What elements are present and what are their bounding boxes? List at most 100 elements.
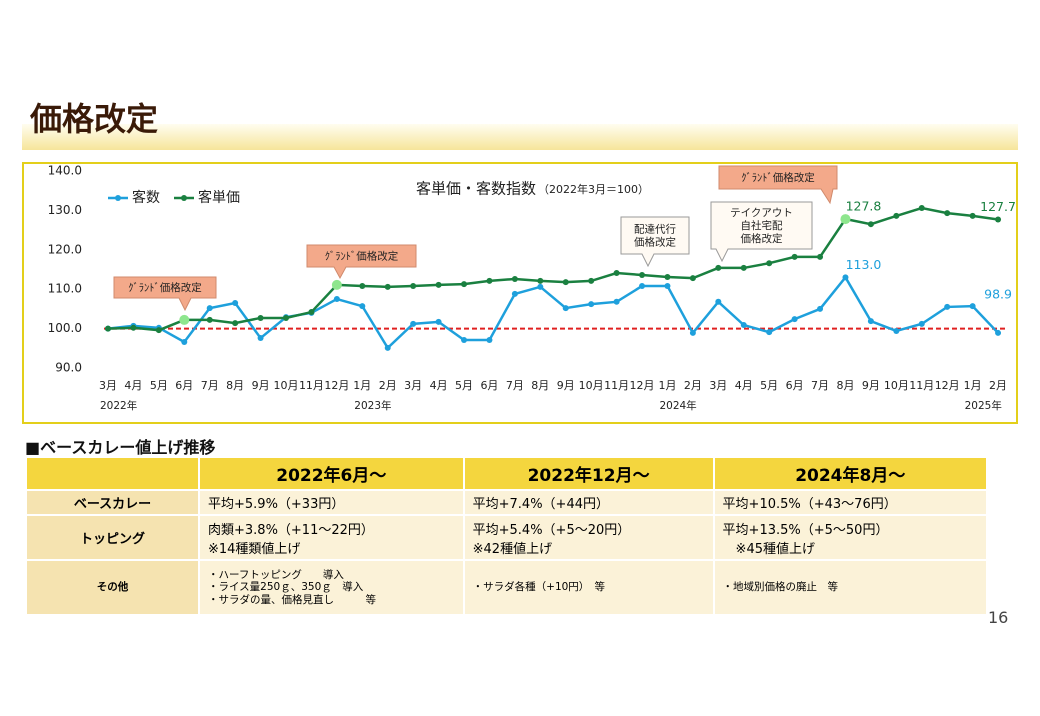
y-tick-label: 130.0 [48,203,82,217]
y-tick-label: 120.0 [48,242,82,256]
x-tick-label: 6月 [786,379,804,392]
data-point [893,327,900,334]
data-point [384,283,391,290]
x-group-label: 2025年 [965,399,1002,412]
data-point [333,296,340,303]
data-point [206,305,213,312]
data-point [715,264,722,271]
data-point [588,277,595,284]
x-tick-label: 8月 [836,379,854,392]
table-cell: 平均+10.5%（+43～76円） [712,489,989,516]
x-tick-label: 9月 [862,379,880,392]
x-tick-label: 10月 [274,379,299,392]
data-point [359,303,366,310]
x-tick-label: 8月 [226,379,244,392]
x-tick-label: 7月 [811,379,829,392]
data-point [766,260,773,267]
x-tick-label: 12月 [324,379,349,392]
chart-title: 客単価・客数指数 [416,180,536,198]
x-tick-label: 2月 [684,379,702,392]
data-point [664,273,671,280]
data-point [613,270,620,277]
data-point [331,279,342,290]
x-tick-label: 5月 [760,379,778,392]
data-point [817,305,824,312]
data-point [283,314,290,321]
header-cell: 2024年8月～ [712,456,989,491]
data-point [639,283,646,290]
x-group-label: 2023年 [354,399,391,412]
table-cell: 肉類+3.8%（+11～22円） ※14種類値上げ [198,514,465,561]
table-cell: ・サラダ各種（+10円） 等 [462,559,715,616]
x-tick-label: 12月 [630,379,655,392]
data-label: 127.7 [980,199,1016,214]
data-point [537,277,544,284]
data-point [893,212,900,219]
data-point [257,314,264,321]
x-tick-label: 2月 [379,379,397,392]
x-tick-label: 6月 [175,379,193,392]
chart-subtitle: （2022年3月＝100） [538,182,649,196]
data-point [969,212,976,219]
data-point [130,324,137,331]
data-point [105,325,111,332]
x-tick-label: 11月 [299,379,324,392]
x-tick-label: 3月 [709,379,727,392]
data-point [410,320,417,327]
data-point [791,253,798,260]
callout-box [113,276,217,312]
price-table: 2022年6月～ 2022年12月～ 2024年8月～ ベースカレー 平均+5.9%（+… [25,456,989,616]
data-point [791,316,798,323]
data-point [613,298,620,305]
data-point [639,272,646,279]
callout-box [306,244,417,280]
x-tick-label: 2月 [989,379,1007,392]
x-tick-label: 4月 [430,379,448,392]
annotation-text: 配達代行 [634,223,676,236]
row-label: トッピング [25,514,200,561]
data-point [511,275,518,282]
annotation-text: 価格改定 [741,232,783,245]
legend-marker [181,195,187,201]
data-point [461,337,468,344]
x-tick-label: 7月 [201,379,219,392]
data-point [867,221,874,228]
data-point [944,210,951,217]
y-tick-label: 140.0 [48,164,82,178]
x-tick-label: 3月 [404,379,422,392]
series-line [107,275,999,350]
data-point [562,305,569,312]
annotation-text: ｸﾞﾗﾝﾄﾞ価格改定 [325,250,399,263]
table-cell: 平均+5.4%（+5～20円） ※42種値上げ [462,514,715,561]
table-title: ■ベースカレー値上げ推移 [25,438,216,457]
x-tick-label: 11月 [604,379,629,392]
callout-box [718,165,838,205]
annotation-text: ｸﾞﾗﾝﾄﾞ価格改定 [741,171,815,184]
data-point [918,205,925,212]
annotation-text: 自社宅配 [741,219,783,232]
annotation-text: テイクアウト [730,207,793,219]
data-label: 98.9 [984,286,1012,301]
x-tick-label: 5月 [455,379,473,392]
data-point [435,281,442,288]
data-point [715,298,722,305]
data-point [486,337,493,344]
table-cell: 平均+5.9%（+33円） [198,489,465,516]
data-point [817,253,824,260]
data-point [995,216,1002,223]
data-point [179,314,190,325]
table-cell: ・地域別価格の廃止 等 [712,559,989,616]
x-group-label: 2024年 [659,399,696,412]
data-point [511,290,518,297]
data-point [995,329,1002,336]
x-tick-label: 1月 [964,379,982,392]
y-tick-label: 110.0 [48,282,82,296]
data-point [461,281,468,288]
row-label: その他 [25,559,200,616]
row-label: ベースカレー [25,489,200,516]
data-point [410,283,417,290]
data-point [537,283,544,290]
data-label: 113.0 [846,257,882,272]
data-point [944,303,951,310]
